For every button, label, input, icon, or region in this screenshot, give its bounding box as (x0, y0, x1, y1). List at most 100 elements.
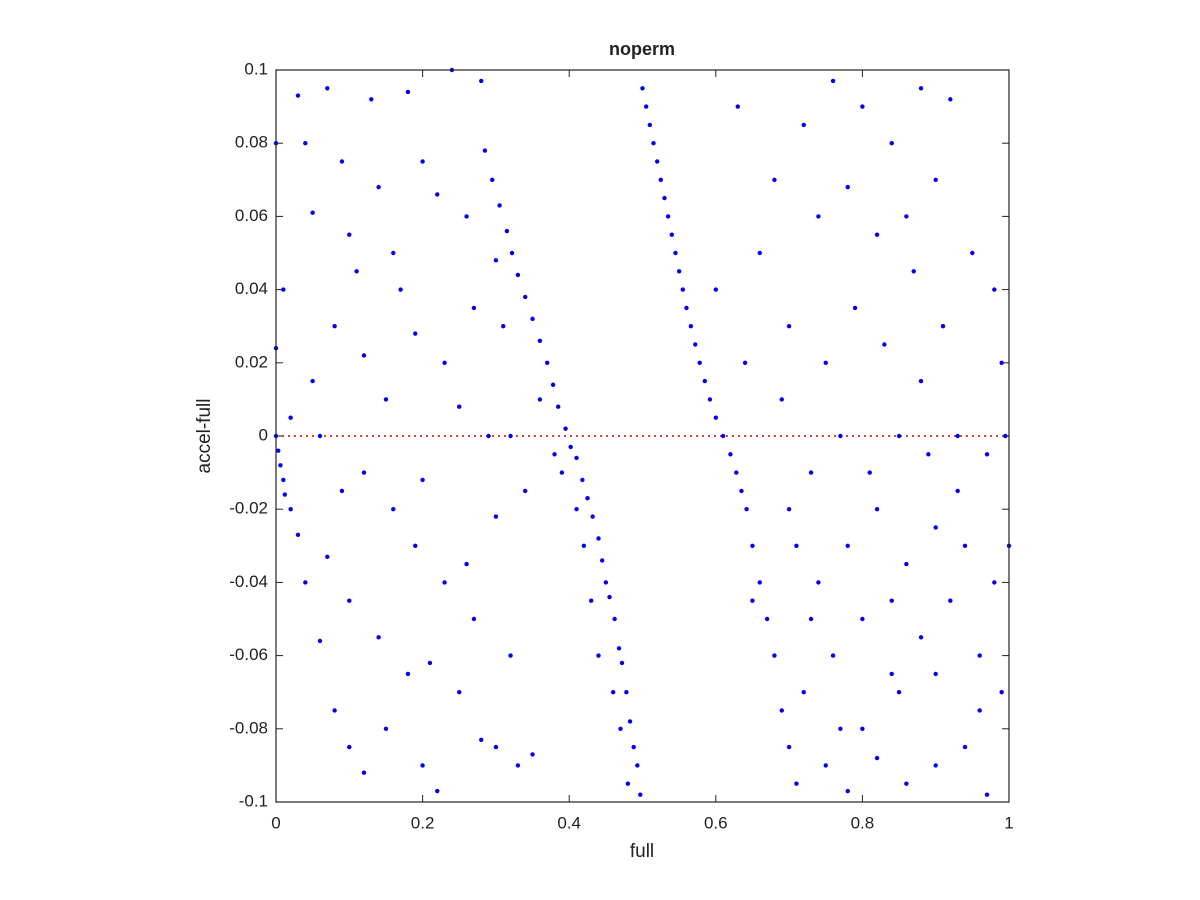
point (508, 433, 513, 439)
point (684, 305, 689, 311)
point (625, 781, 631, 786)
point (275, 448, 281, 453)
y-tick-label: 0 (259, 425, 268, 444)
point (889, 598, 894, 603)
x-tick-label: 0 (271, 813, 280, 832)
point (603, 580, 609, 585)
point (420, 477, 425, 483)
point (697, 360, 702, 365)
point (537, 397, 543, 402)
point (295, 93, 301, 98)
point (713, 415, 718, 420)
point (962, 744, 968, 750)
point (779, 708, 784, 713)
y-axis-label: accel-full (194, 399, 215, 474)
point (317, 433, 323, 439)
point (808, 470, 814, 475)
point (955, 433, 960, 439)
point (867, 470, 872, 475)
point (509, 250, 515, 256)
point (772, 653, 777, 658)
point (764, 616, 770, 622)
y-tick-label: 0.02 (235, 352, 268, 371)
y-tick-label: -0.1 (239, 791, 268, 810)
point (735, 104, 740, 109)
point (627, 719, 633, 724)
point (786, 744, 792, 750)
point (823, 360, 828, 365)
point (845, 788, 850, 794)
point (676, 269, 682, 274)
point (347, 232, 352, 237)
point (523, 294, 528, 300)
point (933, 177, 938, 182)
point (970, 250, 975, 256)
point (779, 397, 784, 402)
point (673, 250, 678, 256)
point (816, 214, 821, 219)
point (933, 671, 938, 677)
point (413, 543, 418, 548)
x-tick-label: 1 (1004, 813, 1013, 832)
point (317, 638, 323, 644)
point (702, 378, 708, 384)
point (610, 690, 616, 695)
point (281, 477, 286, 483)
point (680, 287, 686, 292)
point (278, 463, 283, 468)
point (479, 737, 484, 742)
point (918, 86, 924, 91)
point (383, 397, 389, 402)
point (904, 781, 909, 786)
point (332, 708, 337, 713)
point (420, 763, 425, 768)
point (325, 86, 330, 91)
point (911, 269, 916, 274)
point (585, 496, 590, 501)
x-tick-label: 0.2 (411, 813, 435, 832)
point (596, 653, 601, 658)
point (786, 507, 792, 512)
point (599, 558, 605, 563)
point (282, 492, 287, 497)
plot-frame (275, 69, 1010, 803)
point (838, 433, 843, 439)
point (545, 360, 550, 365)
point (464, 561, 469, 567)
point (471, 616, 477, 622)
point (830, 78, 836, 84)
point (984, 792, 990, 797)
point (508, 653, 513, 658)
chart-title: noperm (609, 39, 675, 59)
point (794, 543, 799, 548)
point (376, 184, 381, 190)
point (435, 788, 440, 794)
point (442, 360, 447, 365)
point (361, 470, 367, 475)
point (361, 353, 367, 358)
point (347, 598, 352, 603)
point (816, 580, 821, 585)
point (325, 554, 330, 559)
point (904, 214, 909, 219)
point (486, 433, 491, 439)
point (559, 470, 565, 475)
y-tick-label: -0.06 (229, 645, 268, 664)
point (860, 104, 865, 109)
point (1003, 433, 1008, 439)
point (563, 426, 568, 431)
point (801, 690, 806, 695)
y-tick-label: -0.02 (229, 499, 268, 518)
point (845, 543, 850, 548)
point (482, 148, 488, 153)
point (515, 272, 521, 278)
point (581, 543, 587, 548)
point (607, 594, 612, 600)
point (354, 269, 359, 274)
point (662, 195, 667, 201)
point (523, 488, 528, 494)
point (720, 433, 726, 439)
point (665, 214, 671, 219)
